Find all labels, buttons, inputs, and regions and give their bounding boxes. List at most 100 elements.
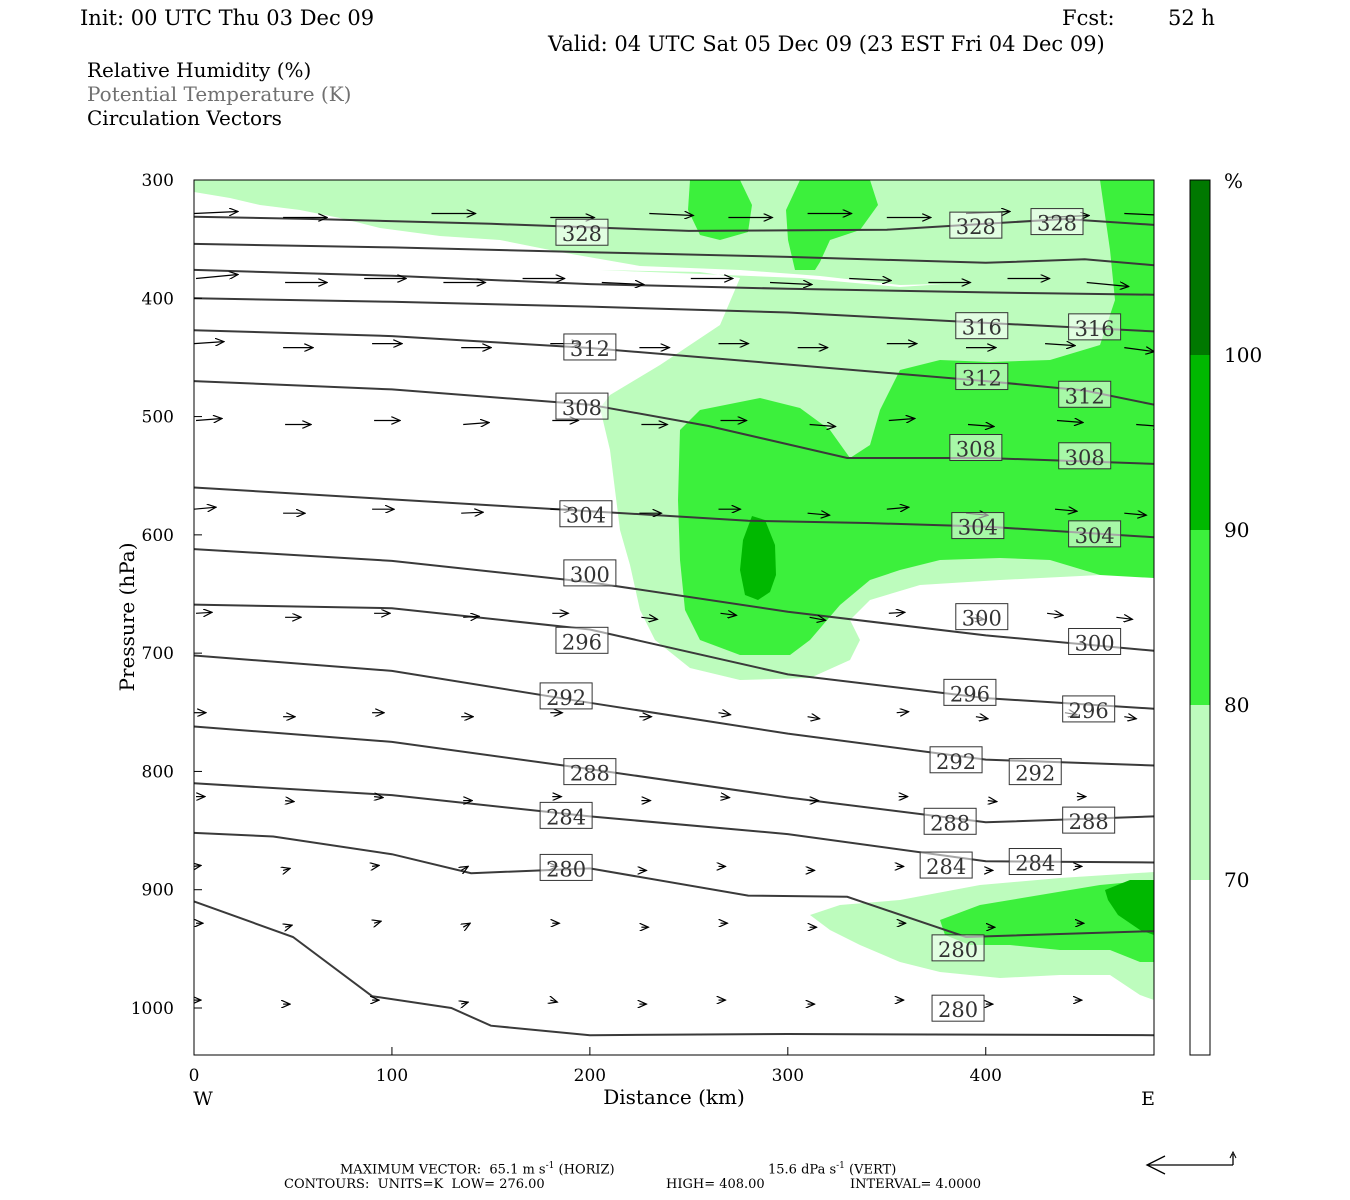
legend-relative-humidity: Relative Humidity (%)	[87, 58, 312, 82]
svg-text:304: 304	[958, 516, 998, 540]
relative-humidity-fill	[194, 180, 1154, 1000]
theta-label-328: 328	[555, 218, 609, 246]
colorbar-frame	[1189, 179, 1211, 1056]
max-vector-horiz-tag: (HORIZ)	[558, 1162, 615, 1178]
y-tick-label: 900	[142, 881, 174, 901]
theta-contour-300	[194, 548, 1154, 652]
contour-labels: 328 328 328 316 316 312 312 312 308 308 308 304 304 3…	[539, 208, 1122, 1022]
circulation-vector	[461, 1002, 468, 1004]
theta-label-296: 296	[1062, 695, 1116, 723]
circulation-vector	[721, 797, 730, 798]
svg-text:312: 312	[570, 337, 610, 361]
circulation-vector	[463, 423, 489, 425]
theta-label-288: 288	[923, 807, 977, 835]
theta-label-304: 304	[1068, 520, 1122, 548]
theta-label-308: 308	[949, 434, 1003, 462]
svg-text:296: 296	[950, 682, 990, 706]
svg-text:288: 288	[930, 811, 970, 835]
svg-text:304: 304	[566, 504, 606, 528]
theta-contour-320	[194, 268, 1154, 296]
theta-label-284: 284	[919, 851, 973, 879]
max-vector-vert-tag: (VERT)	[849, 1162, 897, 1178]
theta-label-300: 300	[563, 559, 617, 587]
colorbar-unit: %	[1224, 169, 1243, 193]
svg-text:292: 292	[546, 686, 586, 710]
x-tick-label: 300	[772, 1066, 804, 1086]
theta-label-316: 316	[955, 312, 1009, 340]
plot-frame	[193, 179, 1155, 1056]
footer-max-vector-vert: 15.6 dPa s-1 (VERT)	[768, 1158, 896, 1178]
circulation-vector	[641, 617, 657, 619]
circulation-vector	[1086, 283, 1129, 287]
svg-text:284: 284	[926, 855, 966, 879]
theta-label-312: 312	[563, 333, 617, 361]
init-time: Init: 00 UTC Thu 03 Dec 09	[80, 6, 375, 30]
circulation-vector	[896, 712, 909, 713]
circulation-vector	[194, 342, 224, 344]
circulation-vector	[849, 279, 891, 281]
rh-core-80	[688, 180, 752, 240]
x-tick-label: 0	[189, 1066, 200, 1086]
theta-label-304: 304	[951, 512, 1005, 540]
rh-low-band-90	[1105, 880, 1154, 935]
x-tick-label: 400	[970, 1066, 1002, 1086]
footer-contours: CONTOURS: UNITS=K LOW= 276.00	[284, 1177, 545, 1193]
colorbar-band-low	[1190, 880, 1210, 1055]
circulation-vector	[374, 797, 383, 798]
circulation-vector	[461, 866, 468, 870]
theta-contour-292	[194, 654, 1154, 767]
theta-label-292: 292	[929, 746, 983, 774]
circulation-vector	[718, 713, 731, 715]
contours-high: HIGH= 408.00	[666, 1177, 765, 1192]
footer-max-vector: MAXIMUM VECTOR: 65.1 m s-1 (HORIZ)	[340, 1158, 615, 1178]
circulation-vector	[967, 425, 994, 427]
rh-core-90	[740, 516, 776, 600]
colorbar-band-80	[1190, 530, 1210, 705]
colorbar-band-90	[1190, 355, 1210, 530]
y-tick-label: 600	[142, 526, 174, 546]
svg-text:308: 308	[956, 438, 996, 462]
theta-label-296: 296	[943, 678, 997, 706]
theta-label-312: 312	[1058, 380, 1112, 408]
circulation-vector	[194, 212, 238, 214]
circulation-vector	[374, 921, 381, 923]
contours-units: UNITS=K	[377, 1177, 444, 1192]
circulation-vector	[195, 275, 238, 279]
theta-label-328: 328	[949, 211, 1003, 239]
circulation-vector	[1136, 425, 1154, 427]
x-axis-west: W	[193, 1088, 213, 1110]
circulation-vector	[888, 419, 915, 421]
circulation-vector	[1054, 509, 1077, 511]
theta-contour-288	[194, 725, 1154, 824]
circulation-vector	[807, 513, 830, 515]
circulation-vector	[1056, 421, 1083, 423]
theta-label-308: 308	[1058, 442, 1112, 470]
svg-text:284: 284	[546, 805, 586, 829]
y-tick-label: 500	[142, 408, 174, 428]
theta-contour-296	[194, 603, 1154, 710]
rh-low-band-80	[940, 880, 1154, 962]
svg-text:328: 328	[562, 222, 602, 246]
valid-time: Valid: 04 UTC Sat 05 Dec 09 (23 EST Fri …	[548, 32, 1105, 56]
theta-label-296: 296	[555, 626, 609, 654]
svg-text:280: 280	[938, 998, 978, 1022]
x-tick-label: 200	[574, 1066, 606, 1086]
circulation-vector	[195, 419, 222, 421]
forecast-label: Fcst:	[1062, 6, 1115, 30]
y-tick-label: 400	[142, 289, 174, 309]
svg-text:288: 288	[1069, 810, 1109, 834]
svg-text:312: 312	[1065, 384, 1105, 408]
y-axis-title: Pressure (hPa)	[115, 543, 139, 692]
circulation-vector	[194, 507, 216, 509]
theta-label-292: 292	[539, 682, 593, 710]
y-tick-label: 700	[142, 644, 174, 664]
colorbar: % 100 90 80 70	[1189, 169, 1262, 1056]
theta-label-288: 288	[563, 758, 617, 786]
circulation-vector	[807, 717, 820, 719]
colorbar-level-70: 70	[1224, 868, 1249, 892]
reference-vector	[1145, 1150, 1237, 1175]
theta-label-292: 292	[1008, 758, 1062, 786]
theta-label-280: 280	[539, 853, 593, 881]
svg-text:316: 316	[962, 316, 1002, 340]
theta-label-316: 316	[1068, 313, 1122, 341]
